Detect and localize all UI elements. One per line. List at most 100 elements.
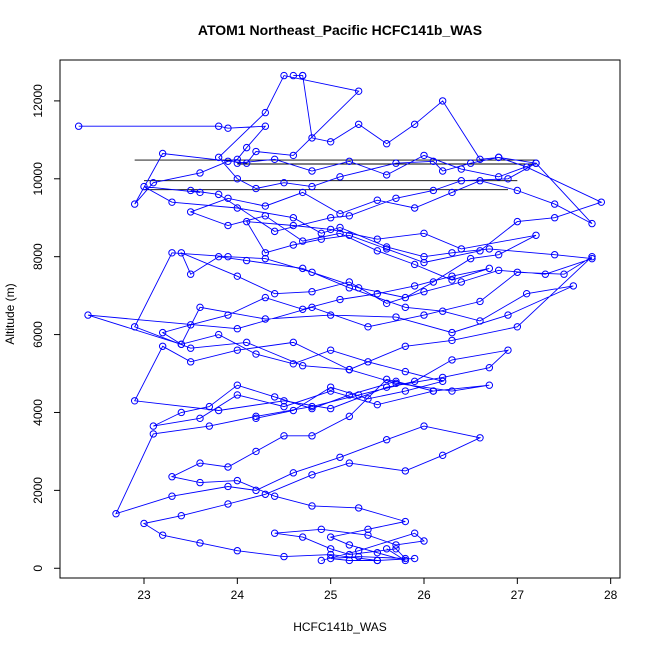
data-point (112, 510, 120, 518)
x-tick-label: 26 (417, 588, 431, 602)
data-point (392, 159, 400, 167)
data-point (168, 473, 176, 481)
data-point (401, 467, 410, 475)
data-point (345, 412, 354, 421)
data-point (233, 325, 242, 333)
data-point (448, 336, 456, 345)
data-point (242, 159, 251, 167)
data-point (214, 330, 223, 339)
data-point (392, 194, 400, 202)
data-point (168, 249, 176, 257)
data-point (214, 190, 223, 199)
data-point (158, 531, 167, 539)
data-point (420, 151, 428, 160)
data-point (196, 539, 204, 547)
data-point (233, 272, 242, 280)
chart-title: ATOM1 Northeast_Pacific HCFC141b_WAS (198, 22, 482, 38)
data-point (74, 122, 83, 130)
series-2 (130, 71, 606, 565)
data-point (326, 346, 335, 354)
data-point (392, 377, 400, 386)
data-point (233, 547, 242, 555)
data-point (158, 328, 167, 337)
data-point (186, 358, 195, 366)
data-point (354, 87, 363, 95)
data-point (289, 221, 298, 230)
data-point (233, 476, 242, 485)
data-point (345, 278, 354, 286)
data-point (364, 323, 372, 331)
data-point (261, 254, 270, 263)
data-point (392, 379, 400, 387)
data-point (326, 214, 335, 222)
data-point (261, 202, 270, 210)
data-point (401, 517, 410, 526)
data-point (364, 395, 372, 403)
data-point (196, 303, 204, 312)
data-point (373, 548, 382, 557)
data-point (289, 214, 298, 222)
data-point (354, 284, 363, 292)
data-point (401, 293, 410, 302)
data-point (401, 387, 410, 395)
data-point (224, 500, 232, 508)
data-point (289, 71, 298, 80)
data-point (382, 245, 391, 253)
data-point (261, 315, 270, 323)
data-point (354, 504, 363, 512)
data-point (242, 143, 251, 152)
data-point (550, 251, 559, 259)
data-point (336, 223, 344, 232)
data-point (476, 317, 484, 325)
data-point (457, 177, 466, 185)
data-point (485, 363, 494, 372)
data-point (410, 260, 419, 269)
data-point (373, 289, 382, 298)
data-point (448, 387, 456, 395)
data-point (373, 400, 382, 409)
data-point (224, 157, 232, 165)
data-point (196, 478, 204, 487)
data-point (298, 362, 307, 370)
data-point (261, 212, 270, 220)
data-point (429, 157, 438, 165)
x-axis: 23 24 25 26 27 28 (137, 578, 618, 602)
y-tick-label: 12000 (31, 84, 45, 118)
data-point (410, 120, 419, 128)
data-point (298, 237, 307, 245)
data-point (233, 346, 242, 354)
data-point (550, 200, 559, 208)
data-point (345, 556, 354, 565)
data-point (336, 210, 344, 218)
data-point (270, 529, 279, 537)
data-point (448, 272, 456, 280)
data-point (308, 471, 316, 479)
data-point (308, 502, 316, 510)
data-point (186, 321, 195, 329)
data-point (196, 459, 204, 467)
data-point (438, 307, 447, 315)
data-point (326, 225, 335, 234)
data-point (289, 406, 298, 415)
data-point (224, 252, 232, 261)
y-tick-label: 4000 (31, 399, 45, 426)
data-point (429, 186, 438, 195)
data-point (522, 163, 531, 171)
data-point (476, 434, 484, 442)
data-point (186, 344, 195, 352)
data-point (485, 245, 494, 253)
data-point (485, 264, 494, 273)
data-point (317, 235, 326, 243)
data-point (448, 249, 456, 257)
data-point (289, 338, 298, 347)
data-point (280, 71, 288, 80)
data-point (401, 303, 410, 312)
data-point (298, 533, 307, 541)
series-1 (74, 71, 596, 565)
data-point (270, 492, 279, 500)
data-point (326, 138, 335, 146)
data-point (196, 169, 204, 177)
y-tick-label: 6000 (31, 321, 45, 348)
data-point (308, 268, 316, 276)
data-point (130, 200, 139, 208)
